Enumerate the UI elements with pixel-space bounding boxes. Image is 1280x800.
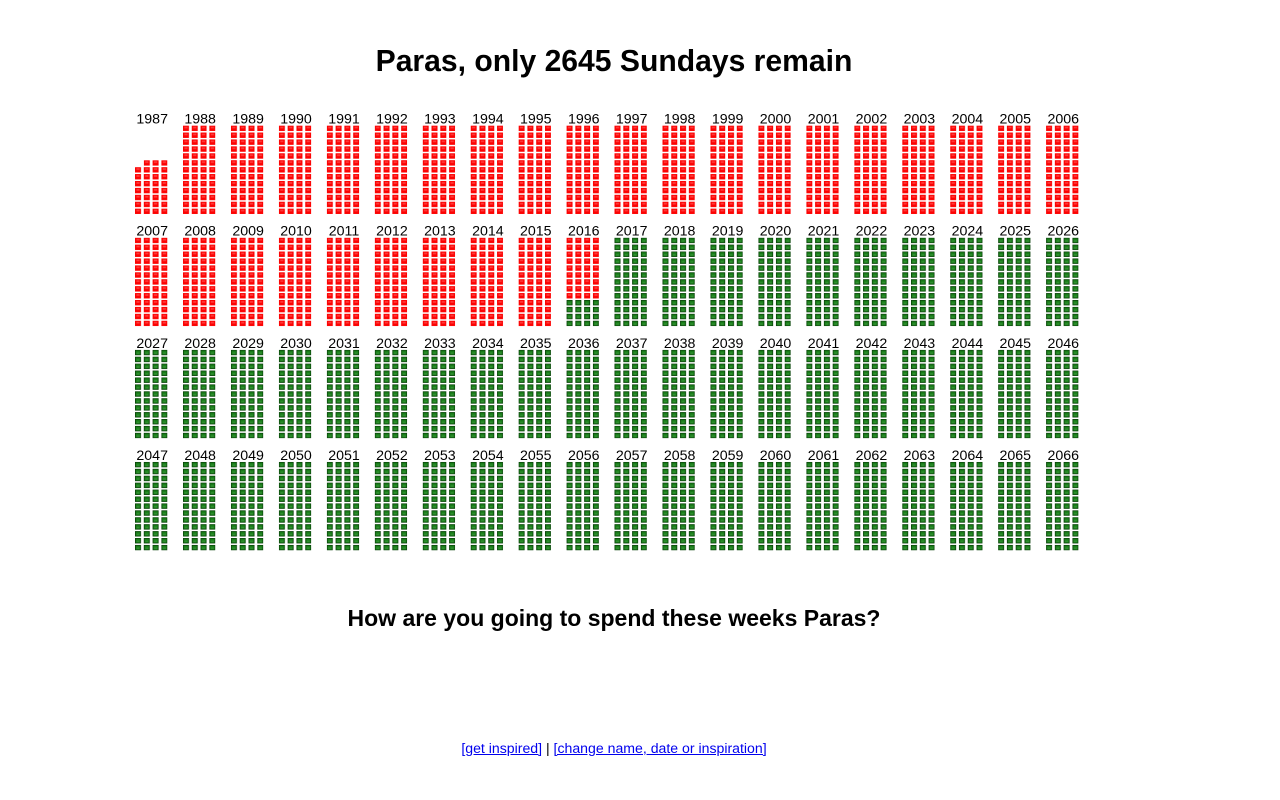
svg-text:2047: 2047 bbox=[136, 448, 168, 464]
svg-text:2013: 2013 bbox=[424, 224, 456, 240]
svg-text:2054: 2054 bbox=[472, 448, 504, 464]
svg-text:2029: 2029 bbox=[232, 336, 264, 352]
svg-text:2035: 2035 bbox=[520, 336, 552, 352]
svg-text:2051: 2051 bbox=[328, 448, 360, 464]
svg-text:2055: 2055 bbox=[520, 448, 552, 464]
svg-text:2011: 2011 bbox=[329, 224, 360, 240]
svg-text:2003: 2003 bbox=[904, 112, 936, 128]
svg-text:2044: 2044 bbox=[952, 336, 984, 352]
svg-text:1988: 1988 bbox=[184, 112, 216, 128]
svg-text:1999: 1999 bbox=[712, 112, 744, 128]
svg-text:2025: 2025 bbox=[1000, 224, 1032, 240]
svg-text:2036: 2036 bbox=[568, 336, 600, 352]
svg-text:1989: 1989 bbox=[232, 112, 264, 128]
svg-text:2057: 2057 bbox=[616, 448, 648, 464]
svg-text:1993: 1993 bbox=[424, 112, 456, 128]
svg-text:1995: 1995 bbox=[520, 112, 552, 128]
svg-text:2062: 2062 bbox=[856, 448, 888, 464]
svg-text:2000: 2000 bbox=[760, 112, 792, 128]
svg-text:2052: 2052 bbox=[376, 448, 408, 464]
svg-text:2066: 2066 bbox=[1047, 448, 1079, 464]
svg-text:2058: 2058 bbox=[664, 448, 696, 464]
svg-text:2061: 2061 bbox=[808, 448, 840, 464]
svg-text:2024: 2024 bbox=[952, 224, 984, 240]
svg-text:2020: 2020 bbox=[760, 224, 792, 240]
svg-text:2046: 2046 bbox=[1047, 336, 1079, 352]
svg-text:1998: 1998 bbox=[664, 112, 696, 128]
svg-text:2012: 2012 bbox=[376, 224, 408, 240]
svg-text:2031: 2031 bbox=[328, 336, 360, 352]
svg-text:2032: 2032 bbox=[376, 336, 408, 352]
svg-text:2006: 2006 bbox=[1047, 112, 1079, 128]
svg-text:2042: 2042 bbox=[856, 336, 888, 352]
svg-text:2014: 2014 bbox=[472, 224, 504, 240]
svg-text:2026: 2026 bbox=[1047, 224, 1079, 240]
svg-text:2050: 2050 bbox=[280, 448, 312, 464]
svg-text:2018: 2018 bbox=[664, 224, 696, 240]
svg-text:2008: 2008 bbox=[184, 224, 216, 240]
svg-text:2040: 2040 bbox=[760, 336, 792, 352]
svg-text:1987: 1987 bbox=[136, 112, 168, 128]
svg-text:2060: 2060 bbox=[760, 448, 792, 464]
svg-text:2037: 2037 bbox=[616, 336, 648, 352]
svg-text:2064: 2064 bbox=[952, 448, 984, 464]
svg-text:2045: 2045 bbox=[1000, 336, 1032, 352]
svg-text:2053: 2053 bbox=[424, 448, 456, 464]
svg-text:2030: 2030 bbox=[280, 336, 312, 352]
svg-text:2001: 2001 bbox=[808, 112, 840, 128]
svg-text:2038: 2038 bbox=[664, 336, 696, 352]
svg-text:2034: 2034 bbox=[472, 336, 504, 352]
svg-text:2004: 2004 bbox=[952, 112, 984, 128]
svg-text:1994: 1994 bbox=[472, 112, 504, 128]
svg-text:2009: 2009 bbox=[232, 224, 264, 240]
svg-text:2056: 2056 bbox=[568, 448, 600, 464]
svg-text:2027: 2027 bbox=[136, 336, 168, 352]
svg-text:1990: 1990 bbox=[280, 112, 312, 128]
svg-text:2005: 2005 bbox=[1000, 112, 1032, 128]
svg-text:1997: 1997 bbox=[616, 112, 648, 128]
svg-text:1992: 1992 bbox=[376, 112, 408, 128]
svg-text:2041: 2041 bbox=[808, 336, 840, 352]
svg-text:2059: 2059 bbox=[712, 448, 744, 464]
svg-text:2017: 2017 bbox=[616, 224, 648, 240]
svg-text:2048: 2048 bbox=[184, 448, 216, 464]
svg-text:2002: 2002 bbox=[856, 112, 888, 128]
svg-text:2033: 2033 bbox=[424, 336, 456, 352]
svg-text:2049: 2049 bbox=[232, 448, 264, 464]
svg-text:2039: 2039 bbox=[712, 336, 744, 352]
svg-text:2016: 2016 bbox=[568, 224, 600, 240]
svg-text:2063: 2063 bbox=[904, 448, 936, 464]
svg-text:2028: 2028 bbox=[184, 336, 216, 352]
svg-text:2010: 2010 bbox=[280, 224, 312, 240]
svg-text:1991: 1991 bbox=[328, 112, 360, 128]
svg-text:2022: 2022 bbox=[856, 224, 888, 240]
svg-text:2023: 2023 bbox=[904, 224, 936, 240]
svg-text:1996: 1996 bbox=[568, 112, 600, 128]
svg-text:2043: 2043 bbox=[904, 336, 936, 352]
svg-text:2007: 2007 bbox=[136, 224, 168, 240]
svg-text:2065: 2065 bbox=[1000, 448, 1032, 464]
svg-text:2021: 2021 bbox=[808, 224, 840, 240]
svg-text:2015: 2015 bbox=[520, 224, 552, 240]
svg-text:2019: 2019 bbox=[712, 224, 744, 240]
